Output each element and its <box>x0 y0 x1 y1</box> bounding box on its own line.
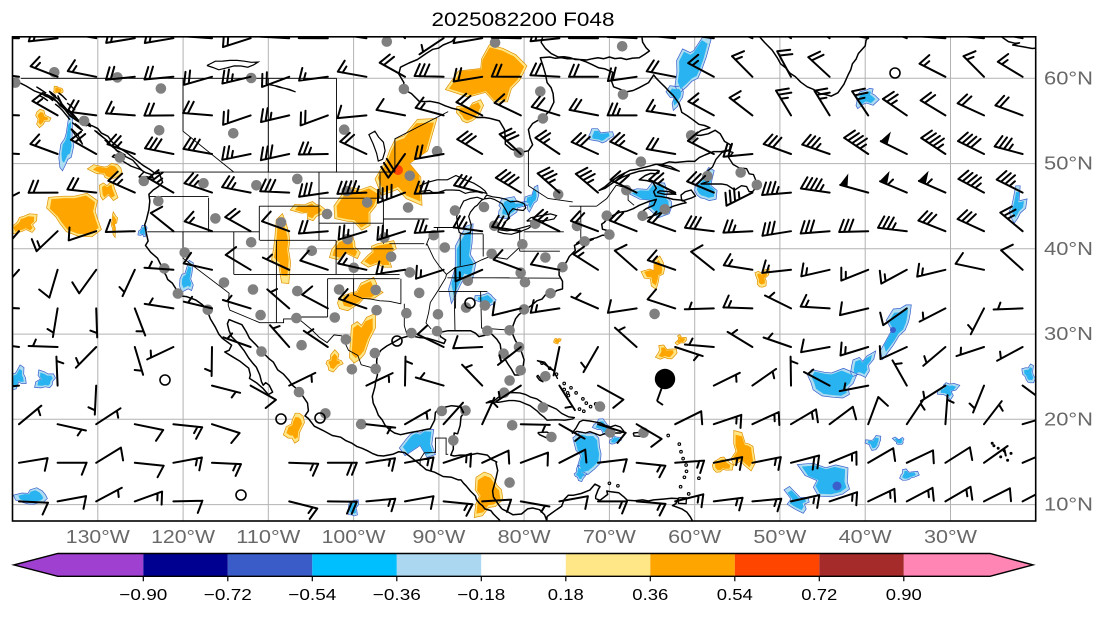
svg-text:2025082200 F048: 2025082200 F048 <box>432 10 615 31</box>
svg-text:−0.72: −0.72 <box>204 587 252 604</box>
svg-text:10°N: 10°N <box>1044 495 1093 515</box>
svg-text:−0.54: −0.54 <box>288 587 336 604</box>
svg-text:30°W: 30°W <box>924 527 977 547</box>
svg-text:40°W: 40°W <box>839 527 892 547</box>
svg-text:70°W: 70°W <box>583 527 636 547</box>
svg-text:50°W: 50°W <box>753 527 806 547</box>
svg-text:−0.18: −0.18 <box>457 587 505 604</box>
svg-text:−0.90: −0.90 <box>119 587 167 604</box>
svg-text:50°N: 50°N <box>1044 154 1093 174</box>
svg-text:80°W: 80°W <box>498 527 551 547</box>
svg-text:−0.36: −0.36 <box>373 587 421 604</box>
svg-text:0.18: 0.18 <box>548 587 584 604</box>
svg-text:60°N: 60°N <box>1044 68 1093 88</box>
svg-text:120°W: 120°W <box>151 527 215 547</box>
svg-text:90°W: 90°W <box>412 527 465 547</box>
svg-text:0.36: 0.36 <box>632 587 668 604</box>
svg-text:20°N: 20°N <box>1044 409 1093 429</box>
svg-text:0.72: 0.72 <box>801 587 837 604</box>
svg-text:0.90: 0.90 <box>886 587 922 604</box>
svg-text:100°W: 100°W <box>322 527 386 547</box>
svg-text:0.54: 0.54 <box>717 587 753 604</box>
svg-text:30°N: 30°N <box>1044 324 1093 344</box>
svg-text:110°W: 110°W <box>236 527 300 547</box>
svg-text:60°W: 60°W <box>668 527 721 547</box>
svg-text:40°N: 40°N <box>1044 239 1093 259</box>
svg-text:130°W: 130°W <box>66 527 130 547</box>
